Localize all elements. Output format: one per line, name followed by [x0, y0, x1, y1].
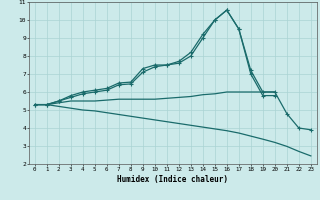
X-axis label: Humidex (Indice chaleur): Humidex (Indice chaleur) — [117, 175, 228, 184]
